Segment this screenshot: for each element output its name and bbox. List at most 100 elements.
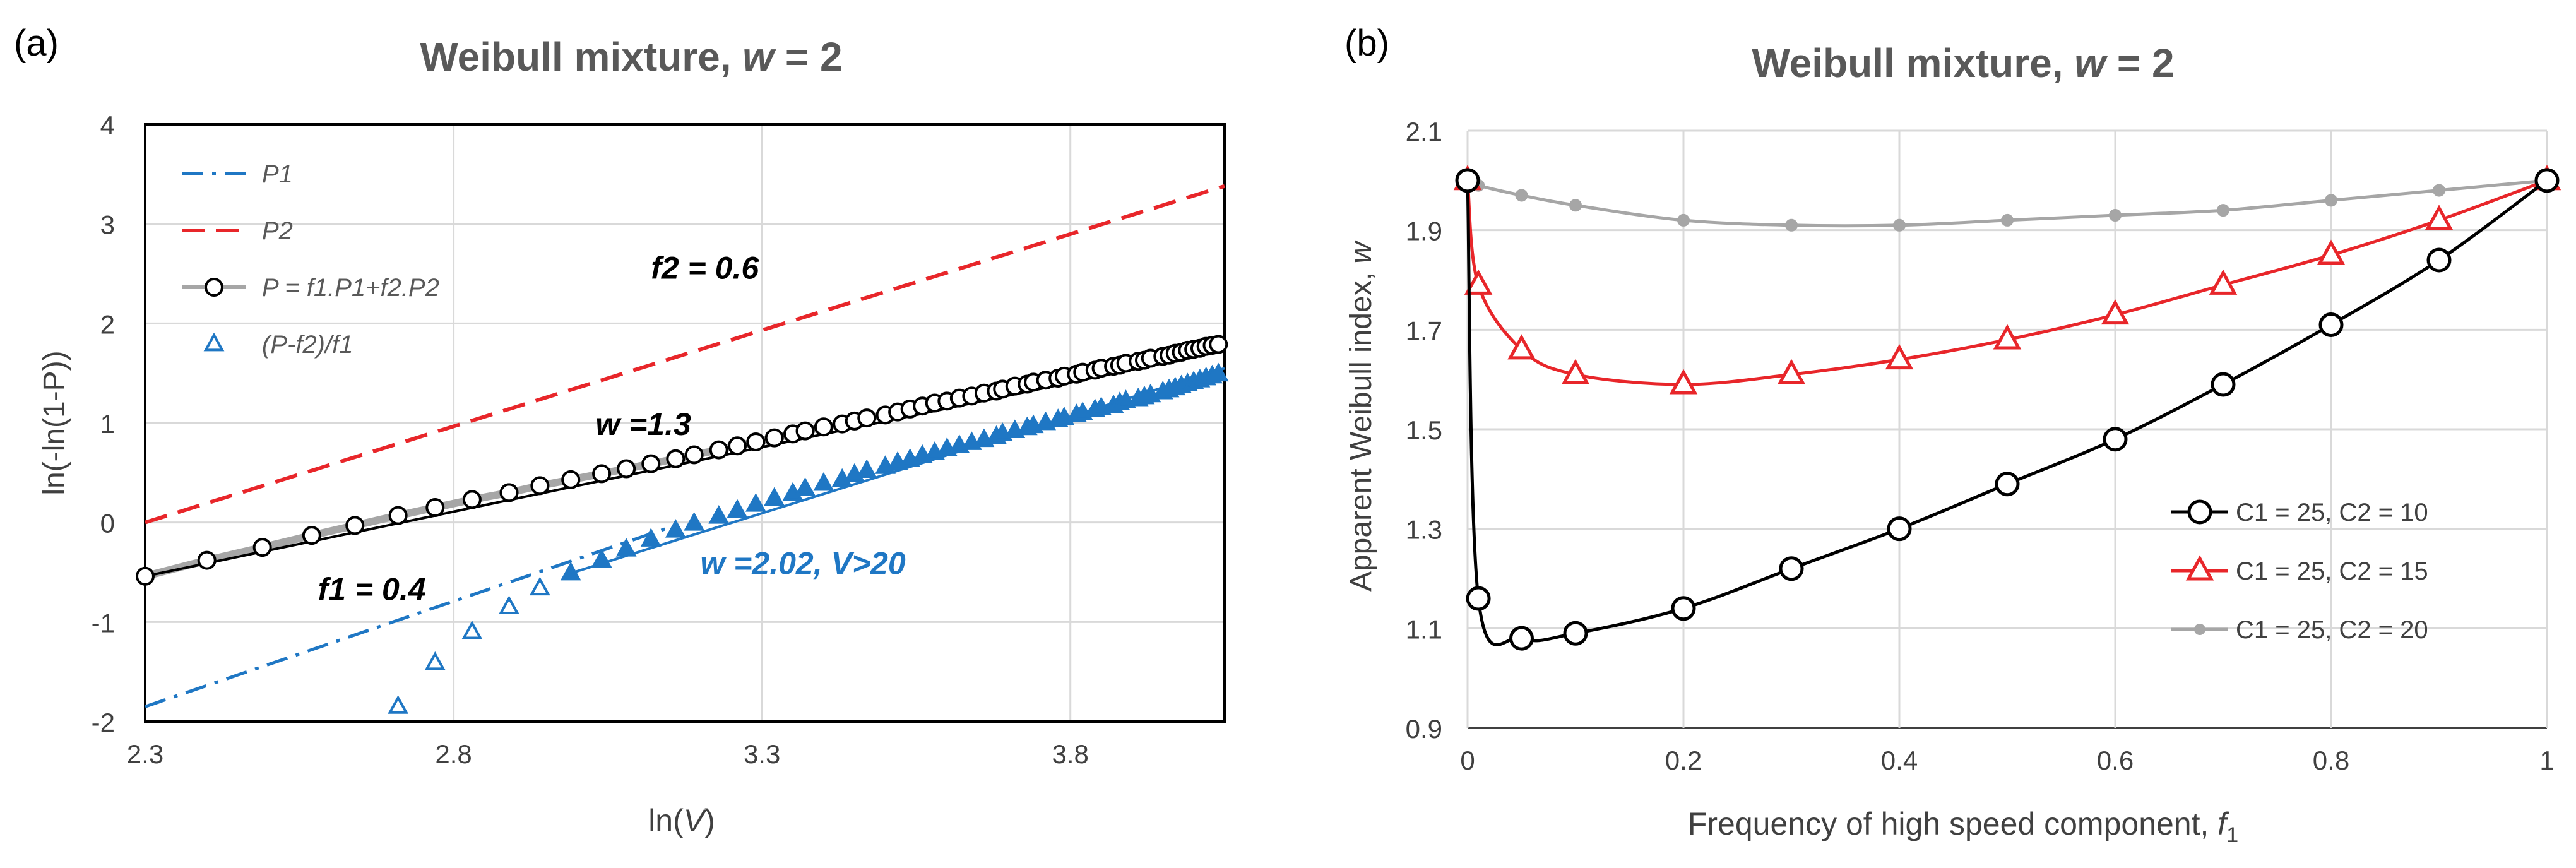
series-c2-10-point	[1563, 621, 1588, 646]
series-p-mixture-point	[462, 490, 482, 509]
chart-b-legend: C1 = 25, C2 = 10 C1 = 25, C2 = 15 C1 = 25,…	[2171, 499, 2428, 644]
series-p-mixture-point	[197, 550, 217, 570]
series-pf2f1-point	[727, 499, 748, 518]
series-c2-20-point	[1893, 218, 1906, 232]
legend-label: P1	[262, 160, 293, 188]
series-c2-15-point	[2209, 269, 2238, 295]
series-pf2f1-point	[461, 620, 483, 639]
chart-a-annotation: f2 = 0.6	[651, 250, 759, 285]
chart-a-y-tick-label: -1	[92, 608, 115, 638]
legend-marker-swatch	[2194, 624, 2205, 635]
series-p2-line	[145, 184, 1225, 525]
series-c2-15-point	[1561, 359, 1590, 384]
series-c2-20-point	[2001, 213, 2014, 227]
series-p-mixture-point	[666, 449, 686, 468]
series-c2-15-point	[1993, 324, 2022, 350]
legend-marker-swatch	[2185, 555, 2214, 581]
series-p-mixture-point	[561, 470, 581, 489]
series-c2-10-point	[2426, 247, 2452, 273]
series-p-mixture-point	[764, 428, 784, 448]
series-c2-10-point	[1455, 168, 1480, 193]
series-p-mixture-point	[425, 498, 445, 518]
chart-a-y-tick-labels: -2 -1 0 1 2 3 4	[92, 110, 115, 737]
series-pf2f1-point	[529, 576, 550, 596]
series-c2-10-point	[1671, 596, 1696, 621]
series-p-mixture-point	[530, 476, 550, 496]
chart-a-annotation: w =2.02, V>20	[700, 546, 905, 581]
series-c2-15-point	[1507, 334, 1536, 360]
chart-b-x-tick-label: 1	[2539, 746, 2554, 775]
series-p-mixture-point	[814, 417, 833, 437]
chart-a-x-tick-label: 2.8	[435, 739, 472, 769]
series-pf2f1-point	[560, 561, 581, 581]
series-p-mixture-point	[641, 454, 661, 473]
legend-label: (P-f2)/f1	[262, 331, 353, 359]
chart-b-y-tick-label: 1.3	[1406, 515, 1442, 545]
chart-b-x-tick-label: 0.2	[1665, 746, 1702, 775]
series-pf2f1-point	[1208, 362, 1229, 382]
series-p-mixture-point	[345, 516, 365, 535]
series-c2-15-point	[1669, 369, 1698, 395]
chart-b-y-tick-label: 1.5	[1406, 415, 1442, 445]
series-c2-10-point	[2534, 168, 2560, 193]
chart-a-x-tick-label: 2.3	[127, 739, 163, 769]
chart-b-y-tick-label: 0.9	[1406, 714, 1442, 744]
chart-b-series	[1453, 165, 2561, 651]
series-c2-20-point	[1515, 189, 1528, 202]
series-c2-20-point	[2109, 209, 2122, 222]
series-c2-15-line	[1466, 179, 2548, 386]
series-pf2f1-point	[764, 487, 785, 506]
legend-label: C1 = 25, C2 = 20	[2236, 616, 2428, 644]
chart-a-title: Weibull mixture, w = 2	[420, 34, 842, 80]
chart-b-y-axis-label: Apparent Weibull index, w	[1344, 240, 1378, 592]
series-c2-20-point	[2217, 204, 2229, 217]
series-pf2f1-point	[745, 493, 766, 512]
chart-a-x-tick-labels: 2.3 2.8 3.3 3.8	[127, 739, 1089, 769]
series-c2-20-point	[2325, 194, 2337, 207]
chart-a-y-tick-label: 4	[100, 110, 115, 140]
legend-label: P2	[262, 217, 293, 245]
chart-b-y-tick-label: 1.7	[1406, 316, 1442, 345]
series-p1-line	[145, 526, 670, 708]
chart-a-series	[136, 184, 1229, 714]
series-pf2f1-point	[708, 505, 730, 524]
series-p-mixture-point	[302, 526, 321, 545]
series-p-mixture-point	[709, 440, 728, 460]
series-c2-10-point	[1509, 626, 1534, 651]
chart-a-y-tick-label: -2	[92, 708, 115, 737]
series-p-mixture-point	[388, 506, 408, 525]
legend-marker-swatch	[2187, 499, 2212, 525]
chart-b-x-tick-labels: 0 0.2 0.4 0.6 0.8 1	[1460, 746, 2554, 775]
series-c2-10-point	[1779, 556, 1804, 581]
chart-a-annotation: w =1.3	[595, 407, 691, 442]
series-pf2f1-point	[684, 512, 705, 531]
chart-a-x-axis-label: ln(V)	[648, 803, 715, 838]
series-p-mixture-point	[746, 432, 766, 451]
series-p-mixture-point	[728, 436, 747, 456]
series-p-mixture-point	[499, 483, 519, 502]
series-pf2f1-point	[615, 538, 637, 557]
chart-b-y-tick-label: 1.9	[1406, 217, 1442, 246]
chart-b-x-tick-label: 0.4	[1881, 746, 1918, 775]
series-c2-15-point	[2425, 205, 2454, 230]
legend-pf2f1-swatch	[203, 332, 225, 352]
series-c2-20-point	[2433, 184, 2445, 197]
series-p-mixture-point	[136, 566, 155, 586]
series-pf2f1-point	[388, 695, 409, 714]
panel-a: (a) Weibull mixture, w = 2 -2 -1 0 1 2 3 4 2.3…	[14, 23, 1229, 838]
chart-a-x-tick-label: 3.3	[744, 739, 780, 769]
chart-b-x-tick-label: 0.8	[2313, 746, 2349, 775]
series-c2-15-point	[1777, 359, 1806, 384]
series-pf2f1-point	[665, 519, 686, 538]
series-c2-10-point	[1887, 516, 1912, 542]
series-c2-15-point	[1885, 344, 1914, 370]
chart-a-annotations: f2 = 0.6 w =1.3 f1 = 0.4 w =2.02, V>20	[318, 250, 906, 607]
series-p-mixture-point	[592, 464, 612, 484]
series-pf2f1-point	[640, 528, 662, 547]
chart-a-annotation: f1 = 0.4	[318, 572, 426, 607]
chart-a-legend: P1 P2 P = f1.P1+f2.P2 (P-f2)/f1	[182, 160, 439, 359]
series-pf2f1-point	[813, 472, 834, 491]
chart-b-y-tick-label: 1.1	[1406, 614, 1442, 644]
series-c2-20-point	[1785, 218, 1798, 232]
